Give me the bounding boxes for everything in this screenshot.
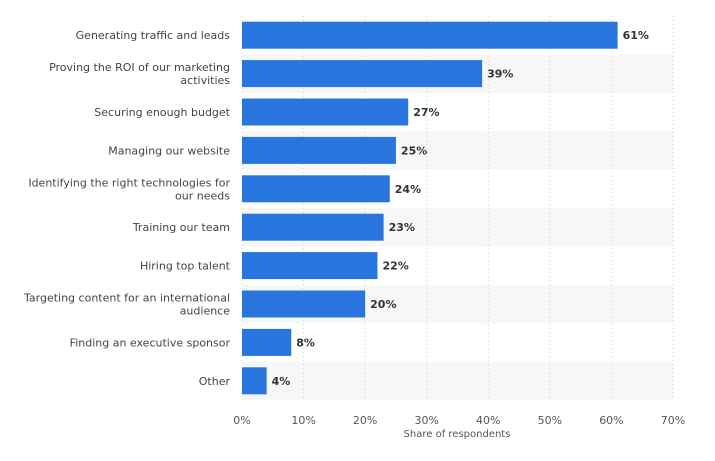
category-label: Identifying the right technologies for ou… — [28, 176, 230, 202]
category-label-line: Managing our website — [108, 144, 230, 157]
category-label: Targeting content for an international au… — [23, 292, 230, 318]
category-label-line: Hiring top talent — [140, 260, 231, 273]
category-label: Generating traffic and leads — [76, 29, 231, 42]
bar — [242, 175, 390, 203]
category-label-line: Training our team — [132, 221, 230, 234]
x-tick-label: 40% — [476, 414, 500, 427]
data-label: 24% — [395, 183, 421, 196]
category-label: Training our team — [132, 221, 230, 234]
x-tick-label: 50% — [538, 414, 562, 427]
data-label: 61% — [623, 29, 649, 42]
x-tick-label: 10% — [291, 414, 315, 427]
x-tick-label: 60% — [599, 414, 623, 427]
category-label: Finding an executive sponsor — [70, 336, 231, 349]
row-band — [242, 361, 673, 400]
data-label: 23% — [389, 221, 415, 234]
category-label-line: Proving the ROI of our marketing — [49, 61, 230, 74]
category-label-line: Other — [199, 375, 231, 388]
category-label-line: Finding an executive sponsor — [70, 336, 231, 349]
row-bands — [242, 54, 673, 400]
data-labels: 61% 39% 27% 25% 24% 23% 22% 20% 8% 4% — [272, 29, 649, 388]
category-label-line: Securing enough budget — [94, 106, 230, 119]
category-label: Hiring top talent — [140, 260, 231, 273]
x-tick-label: 0% — [233, 414, 250, 427]
x-tick-label: 20% — [353, 414, 377, 427]
category-label: Managing our website — [108, 144, 230, 157]
x-axis-title: Share of respondents — [404, 429, 511, 440]
category-label-line: audience — [180, 305, 231, 318]
data-label: 27% — [413, 106, 439, 119]
bar — [242, 60, 483, 88]
data-label: 20% — [370, 298, 396, 311]
x-tick-labels: 0% 10% 20% 30% 40% 50% 60% 70% — [233, 414, 685, 427]
bar — [242, 328, 292, 356]
category-label: Proving the ROI of our marketing activiti… — [49, 61, 230, 87]
data-label: 8% — [296, 336, 315, 349]
category-label-line: Targeting content for an international — [23, 292, 230, 305]
bar — [242, 252, 378, 280]
x-tick-label: 70% — [661, 414, 685, 427]
category-label-line: activities — [180, 74, 230, 87]
data-label: 4% — [272, 375, 291, 388]
x-tick-label: 30% — [414, 414, 438, 427]
category-label-line: Generating traffic and leads — [76, 29, 231, 42]
bars — [242, 21, 618, 395]
data-label: 25% — [401, 144, 427, 157]
bar — [242, 21, 618, 49]
bar — [242, 213, 384, 241]
bar — [242, 290, 366, 318]
category-labels: Generating traffic and leads Proving the … — [23, 29, 231, 388]
bar — [242, 98, 409, 126]
category-label-line: Identifying the right technologies for — [28, 176, 230, 189]
category-label: Other — [199, 375, 231, 388]
bar — [242, 367, 267, 395]
data-label: 22% — [382, 260, 408, 273]
data-label: 39% — [487, 68, 513, 81]
bar — [242, 136, 396, 164]
category-label: Securing enough budget — [94, 106, 230, 119]
category-label-line: our needs — [175, 189, 230, 202]
